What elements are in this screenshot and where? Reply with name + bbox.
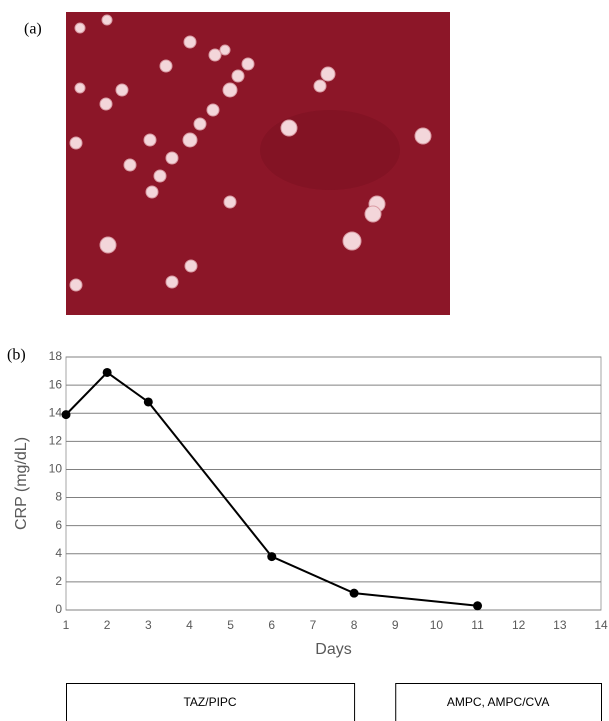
point: [349, 588, 359, 598]
x-tick-label: 11: [471, 618, 484, 632]
y-tick-label: 14: [49, 405, 63, 419]
y-axis-title: CRP (mg/dL): [13, 437, 30, 530]
photo: [66, 12, 450, 315]
point: [143, 397, 153, 407]
x-tick-label: 9: [392, 618, 399, 632]
x-tick-label: 10: [430, 618, 444, 632]
panel-label: (a): [24, 21, 42, 38]
point: [61, 410, 71, 420]
y-tick-label: 18: [49, 349, 63, 363]
x-tick-label: 2: [104, 618, 111, 632]
point: [102, 367, 112, 377]
x-tick-label: 13: [553, 618, 567, 632]
point: [267, 552, 277, 562]
y-tick-label: 16: [49, 377, 63, 391]
panel-label: (b): [7, 347, 26, 364]
x-tick-label: 12: [512, 618, 526, 632]
annotation-box: [395, 683, 602, 721]
y-tick-label: 4: [55, 546, 62, 560]
y-tick-label: 6: [55, 518, 62, 532]
x-tick-label: 14: [594, 618, 608, 632]
x-tick-label: 6: [268, 618, 275, 632]
annotation-text: AMPC, AMPC/CVA: [447, 695, 549, 709]
x-tick-label: 4: [186, 618, 193, 632]
x-axis-title: Days: [315, 641, 351, 658]
x-tick-label: 8: [351, 618, 358, 632]
y-tick-label: 8: [55, 490, 62, 504]
y-tick-label: 0: [55, 602, 62, 616]
point: [473, 601, 483, 611]
x-tick-label: 3: [145, 618, 152, 632]
x-tick-label: 5: [227, 618, 234, 632]
x-tick-label: 7: [310, 618, 317, 632]
y-tick-label: 2: [55, 574, 62, 588]
x-tick-label: 1: [63, 618, 70, 632]
annotation-text: TAZ/PIPC: [183, 695, 236, 709]
y-tick-label: 10: [49, 462, 63, 476]
annotation-box: [66, 683, 356, 721]
plot-frame: [65, 356, 602, 611]
line: [65, 371, 478, 607]
y-tick-label: 12: [49, 434, 63, 448]
